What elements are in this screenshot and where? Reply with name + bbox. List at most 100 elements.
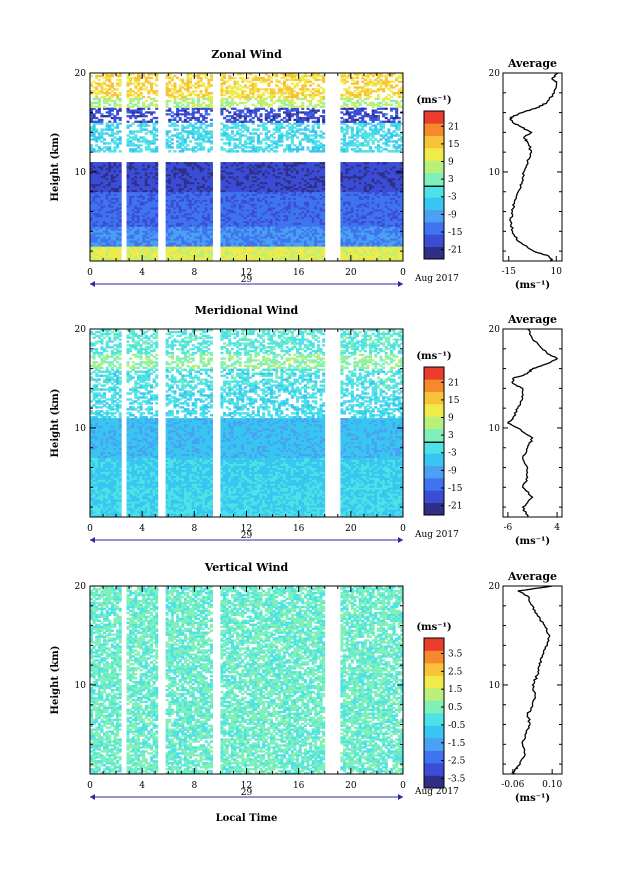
x-tick-label: 0 [400, 524, 406, 534]
avg-x-label: (ms⁻¹) [515, 793, 550, 804]
date-label: 29 [241, 531, 253, 541]
x-tick-label: 12 [241, 781, 252, 791]
colorbar-swatch [424, 465, 444, 479]
colorbar-swatch [424, 111, 444, 124]
colorbar-unit: (ms⁻¹) [416, 351, 451, 362]
x-tick-label: 12 [241, 524, 252, 534]
x-tick-label: 16 [293, 781, 305, 791]
colorbar-swatch [424, 763, 444, 776]
colorbar-tick-label: 1.5 [448, 685, 463, 695]
date-label: 29 [241, 788, 253, 798]
x-tick-label: 4 [139, 524, 145, 534]
colorbar-swatch [424, 197, 444, 210]
colorbar-swatch [424, 148, 444, 161]
avg-x-tick-label: -15 [501, 267, 516, 277]
colorbar-tick-label: -3 [448, 193, 457, 203]
average-profile-line [507, 329, 559, 517]
date-label: 29 [241, 275, 253, 285]
colorbar-swatch [424, 160, 444, 173]
colorbar-tick-label: -21 [448, 502, 463, 512]
colorbar-tick-label: -0.5 [448, 721, 466, 731]
avg-x-tick-label: 10 [551, 267, 563, 277]
panel-title: Meridional Wind [195, 304, 299, 317]
date-month-label: Aug 2017 [414, 530, 459, 540]
colorbar-swatch [424, 775, 444, 789]
avg-x-tick-label: 0.10 [542, 780, 562, 790]
colorbar-swatch [424, 416, 444, 429]
colorbar-swatch [424, 663, 444, 676]
x-tick-label: 8 [191, 781, 197, 791]
colorbar-swatch [424, 234, 444, 247]
avg-y-tick-label: 20 [489, 325, 501, 335]
colorbar-swatch [424, 123, 444, 136]
y-tick-label: 10 [75, 168, 87, 178]
x-tick-label: 0 [400, 781, 406, 791]
colorbar-swatch [424, 750, 444, 764]
average-title: Average [507, 570, 557, 583]
colorbar-frame [423, 366, 445, 516]
date-month-label: Aug 2017 [414, 787, 459, 797]
colorbar-tick-label: -2.5 [448, 757, 466, 767]
avg-y-tick-label: 10 [489, 424, 501, 434]
average-profile: Average 10 20 -0.06 0.10 (ms⁻¹) [489, 570, 563, 804]
avg-x-label: (ms⁻¹) [515, 280, 550, 291]
date-arrow-left [90, 794, 95, 800]
colorbar-swatch [424, 453, 444, 466]
colorbar-swatch [424, 428, 444, 442]
x-tick-label: 4 [139, 268, 145, 278]
colorbar-swatch [424, 490, 444, 503]
colorbar-swatch [424, 246, 444, 260]
colorbar-tick-label: 2.5 [448, 667, 463, 677]
x-tick-label: 8 [191, 524, 197, 534]
colorbar-swatch [424, 675, 444, 689]
colorbar-swatch [424, 172, 444, 186]
y-axis-label: Height (km) [50, 133, 61, 202]
colorbar-tick-label: -3 [448, 449, 457, 459]
average-frame [502, 72, 563, 262]
date-arrow-right [398, 794, 403, 800]
colorbar-tick-label: 3.5 [448, 649, 463, 659]
y-tick-label: 20 [75, 325, 87, 335]
average-title: Average [507, 313, 557, 326]
avg-y-tick-label: 10 [489, 681, 501, 691]
colorbar-tick-label: 9 [448, 158, 454, 168]
colorbar-frame [423, 637, 445, 789]
y-axis-label: Height (km) [50, 389, 61, 458]
colorbar-unit: (ms⁻¹) [416, 95, 451, 106]
colorbar-swatch [424, 404, 444, 417]
panel-1: Zonal Wind 0 4 8 12 16 20 0 10 20 Height (km) 29 Aug… [50, 48, 563, 291]
average-profile: Average 10 20 -6 4 (ms⁻¹) [489, 313, 563, 547]
colorbar-tick-label: 9 [448, 414, 454, 424]
colorbar-swatch [424, 185, 444, 198]
panel-title: Vertical Wind [204, 561, 289, 574]
colorbar-swatch [424, 379, 444, 392]
colorbar-swatch [424, 209, 444, 223]
y-tick-label: 10 [75, 424, 87, 434]
date-arrow-left [90, 281, 95, 287]
average-frame [502, 328, 563, 518]
colorbar-swatch [424, 688, 444, 701]
y-axis-label: Height (km) [50, 646, 61, 715]
x-tick-label: 20 [345, 268, 357, 278]
colorbar: (ms⁻¹) 21 15 9 3 -3 -9 -15 -21 [416, 351, 463, 516]
avg-y-tick-label: 20 [489, 582, 501, 592]
panel-3: Vertical Wind 0 4 8 12 16 20 0 10 20 Height (km) 29… [50, 561, 563, 824]
average-frame [502, 585, 563, 775]
colorbar-unit: (ms⁻¹) [416, 622, 451, 633]
x-axis-label: Local Time [216, 813, 278, 824]
colorbar-swatch [424, 502, 444, 516]
average-profile-line [511, 586, 553, 774]
colorbar-swatch [424, 638, 444, 651]
colorbar-swatch [424, 222, 444, 235]
colorbar-tick-label: -21 [448, 246, 463, 256]
avg-x-tick-label: 4 [554, 523, 560, 533]
x-tick-label: 16 [293, 268, 305, 278]
colorbar-swatch [424, 713, 444, 726]
colorbar-tick-label: 15 [448, 140, 460, 150]
x-tick-label: 12 [241, 268, 252, 278]
avg-x-tick-label: -0.06 [501, 780, 524, 790]
date-arrow-left [90, 537, 95, 543]
colorbar-tick-label: -3.5 [448, 774, 466, 784]
colorbar-tick-label: 3 [448, 175, 454, 185]
